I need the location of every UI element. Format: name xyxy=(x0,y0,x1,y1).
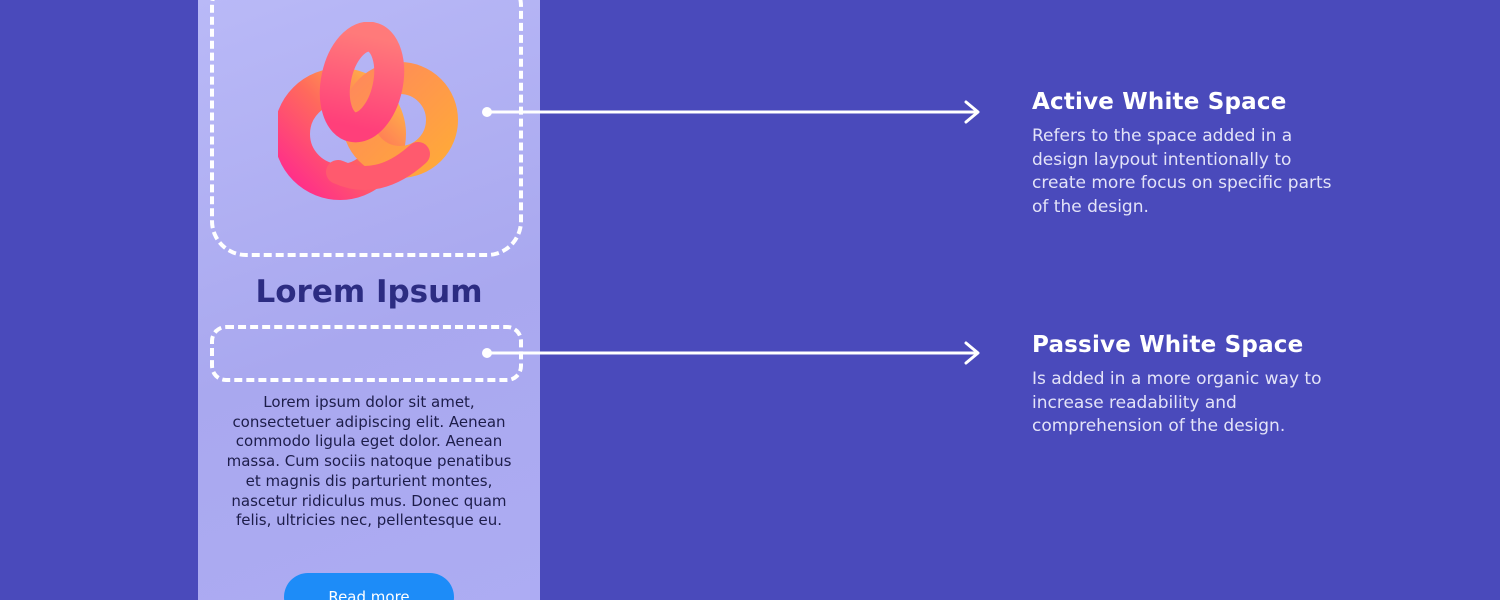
passive-white-space-label: Passive White Space Is added in a more o… xyxy=(1032,332,1332,439)
read-more-button[interactable]: Read more xyxy=(284,573,454,600)
passive-space-highlight xyxy=(210,325,523,382)
card-title: Lorem Ipsum xyxy=(255,274,483,310)
active-arrow xyxy=(482,100,980,124)
3d-knot-icon xyxy=(278,22,458,200)
passive-white-space-title: Passive White Space xyxy=(1032,332,1304,358)
mockup-card: Lorem Ipsum Lorem ipsum dolor sit amet, … xyxy=(198,0,540,600)
passive-white-space-description: Is added in a more organic way to increa… xyxy=(1032,369,1322,436)
card-body-text: Lorem ipsum dolor sit amet, consectetuer… xyxy=(226,393,512,530)
active-space-highlight xyxy=(210,0,523,257)
passive-arrow xyxy=(482,341,980,365)
active-white-space-label: Active White Space Refers to the space a… xyxy=(1032,89,1332,219)
active-white-space-title: Active White Space xyxy=(1032,89,1287,115)
active-white-space-description: Refers to the space added in a design la… xyxy=(1032,126,1332,217)
